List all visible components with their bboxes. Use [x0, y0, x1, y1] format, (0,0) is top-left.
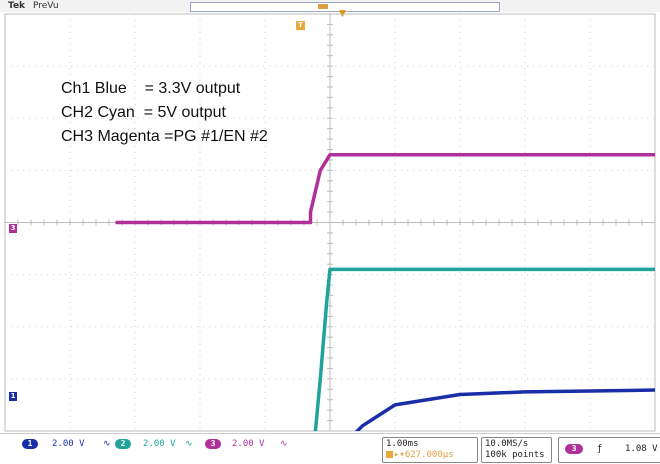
- acquisition-readout[interactable]: 10.0MS/s 100k points: [481, 437, 552, 463]
- ch3-scale[interactable]: 2.00 V: [232, 439, 265, 449]
- trigger-readout[interactable]: 3 ƒ 1.08 V: [558, 437, 660, 463]
- waveform-series-2: [313, 267, 655, 431]
- ch3-ground-marker-icon[interactable]: 3: [9, 224, 17, 233]
- trigger-source-badge: 3: [565, 444, 583, 454]
- ch1-ground-marker-icon[interactable]: 1: [9, 392, 17, 401]
- record-view-window[interactable]: [318, 4, 328, 9]
- top-status-bar: Tek PreVu ▼: [0, 0, 660, 19]
- horizontal-readout[interactable]: 1.00ms ▸▾627.000µs: [382, 437, 478, 463]
- annotation-ch2: CH2 Cyan = 5V output: [61, 104, 226, 121]
- bottom-readout-bar: 1 2.00 V ∿ 2 2.00 V ∿ 3 2.00 V ∿ 1.00ms …: [0, 433, 660, 464]
- record-length: 100k points: [485, 450, 545, 460]
- brand-logo: Tek: [8, 1, 26, 11]
- ch2-scale[interactable]: 2.00 V: [143, 439, 176, 449]
- ch2-bandwidth-icon: ∿: [185, 439, 193, 449]
- horizontal-position-value: ▸▾627.000µs: [394, 450, 454, 460]
- trigger-slope-icon: ƒ: [597, 444, 603, 454]
- annotation-ch3: CH3 Magenta =PG #1/EN #2: [61, 128, 268, 145]
- horizontal-position: ▸▾627.000µs: [386, 450, 454, 460]
- horizontal-position-icon: [386, 451, 393, 458]
- ch2-badge[interactable]: 2: [115, 439, 131, 449]
- ch1-scale[interactable]: 2.00 V: [52, 439, 85, 449]
- trigger-level: 1.08 V: [625, 444, 658, 454]
- acquisition-status: PreVu: [33, 1, 59, 11]
- sample-rate: 10.0MS/s: [485, 439, 529, 449]
- trigger-point-icon[interactable]: T: [296, 21, 305, 30]
- ch3-badge[interactable]: 3: [205, 439, 221, 449]
- waveform-graticule: [4, 13, 656, 432]
- timebase-scale: 1.00ms: [386, 439, 419, 449]
- graticule-border: [4, 13, 656, 432]
- ch3-bandwidth-icon: ∿: [280, 439, 288, 449]
- ch1-badge[interactable]: 1: [22, 439, 38, 449]
- ch1-bandwidth-icon: ∿: [103, 439, 111, 449]
- record-view-bar[interactable]: [190, 2, 500, 12]
- waveform-series-1: [115, 152, 655, 225]
- annotation-ch1: Ch1 Blue = 3.3V output: [61, 80, 241, 97]
- waveform-series-3: [354, 388, 655, 431]
